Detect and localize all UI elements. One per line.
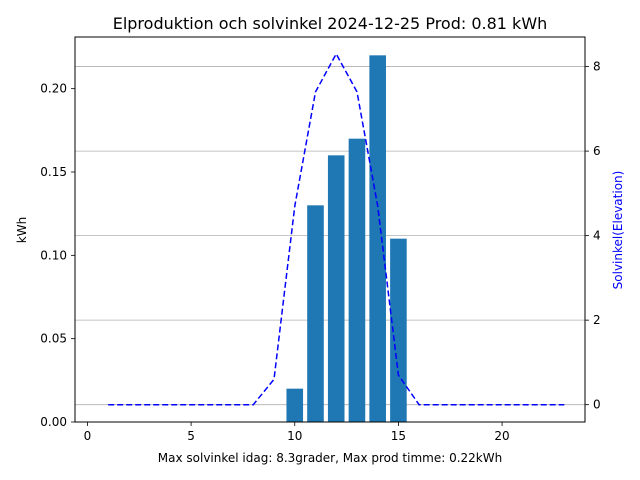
bar xyxy=(327,155,345,423)
y-axis-left: 0.00 0.05 0.10 0.15 0.20 xyxy=(40,82,75,429)
x-tick-label: 0 xyxy=(84,429,92,443)
plot-frame xyxy=(74,36,586,423)
y2-tick-label: 2 xyxy=(593,313,601,327)
bar xyxy=(286,388,304,422)
elevation-line xyxy=(108,52,565,406)
x-axis-label: Max solvinkel idag: 8.3grader, Max prod … xyxy=(158,451,502,465)
x-tick-label: 10 xyxy=(287,429,302,443)
y2-tick-label: 8 xyxy=(593,60,601,74)
y-axis-right: 0 2 4 6 8 xyxy=(585,60,601,412)
y-tick-label: 0.10 xyxy=(40,248,67,262)
x-tick-label: 15 xyxy=(391,429,406,443)
bar xyxy=(307,205,324,422)
bar xyxy=(348,138,366,422)
y-tick-label: 0.15 xyxy=(40,165,67,179)
y2-tick-label: 6 xyxy=(593,144,601,158)
bars xyxy=(286,55,407,423)
y-axis-label: kWh xyxy=(15,217,29,243)
elevation-line-group xyxy=(108,52,565,406)
bar xyxy=(369,55,386,422)
y2-tick-label: 0 xyxy=(593,398,601,412)
y2-tick-label: 4 xyxy=(593,229,601,243)
bar xyxy=(390,238,407,422)
x-axis: 0 5 10 15 20 xyxy=(84,422,510,443)
chart-title: Elproduktion och solvinkel 2024-12-25 Pr… xyxy=(113,14,548,33)
x-tick-label: 20 xyxy=(494,429,509,443)
y-tick-label: 0.20 xyxy=(40,82,67,96)
y-tick-label: 0.00 xyxy=(40,415,67,429)
y2-axis-label: Solvinkel(Elevation) xyxy=(611,171,625,290)
y-tick-label: 0.05 xyxy=(40,332,67,346)
x-tick-label: 5 xyxy=(187,429,195,443)
